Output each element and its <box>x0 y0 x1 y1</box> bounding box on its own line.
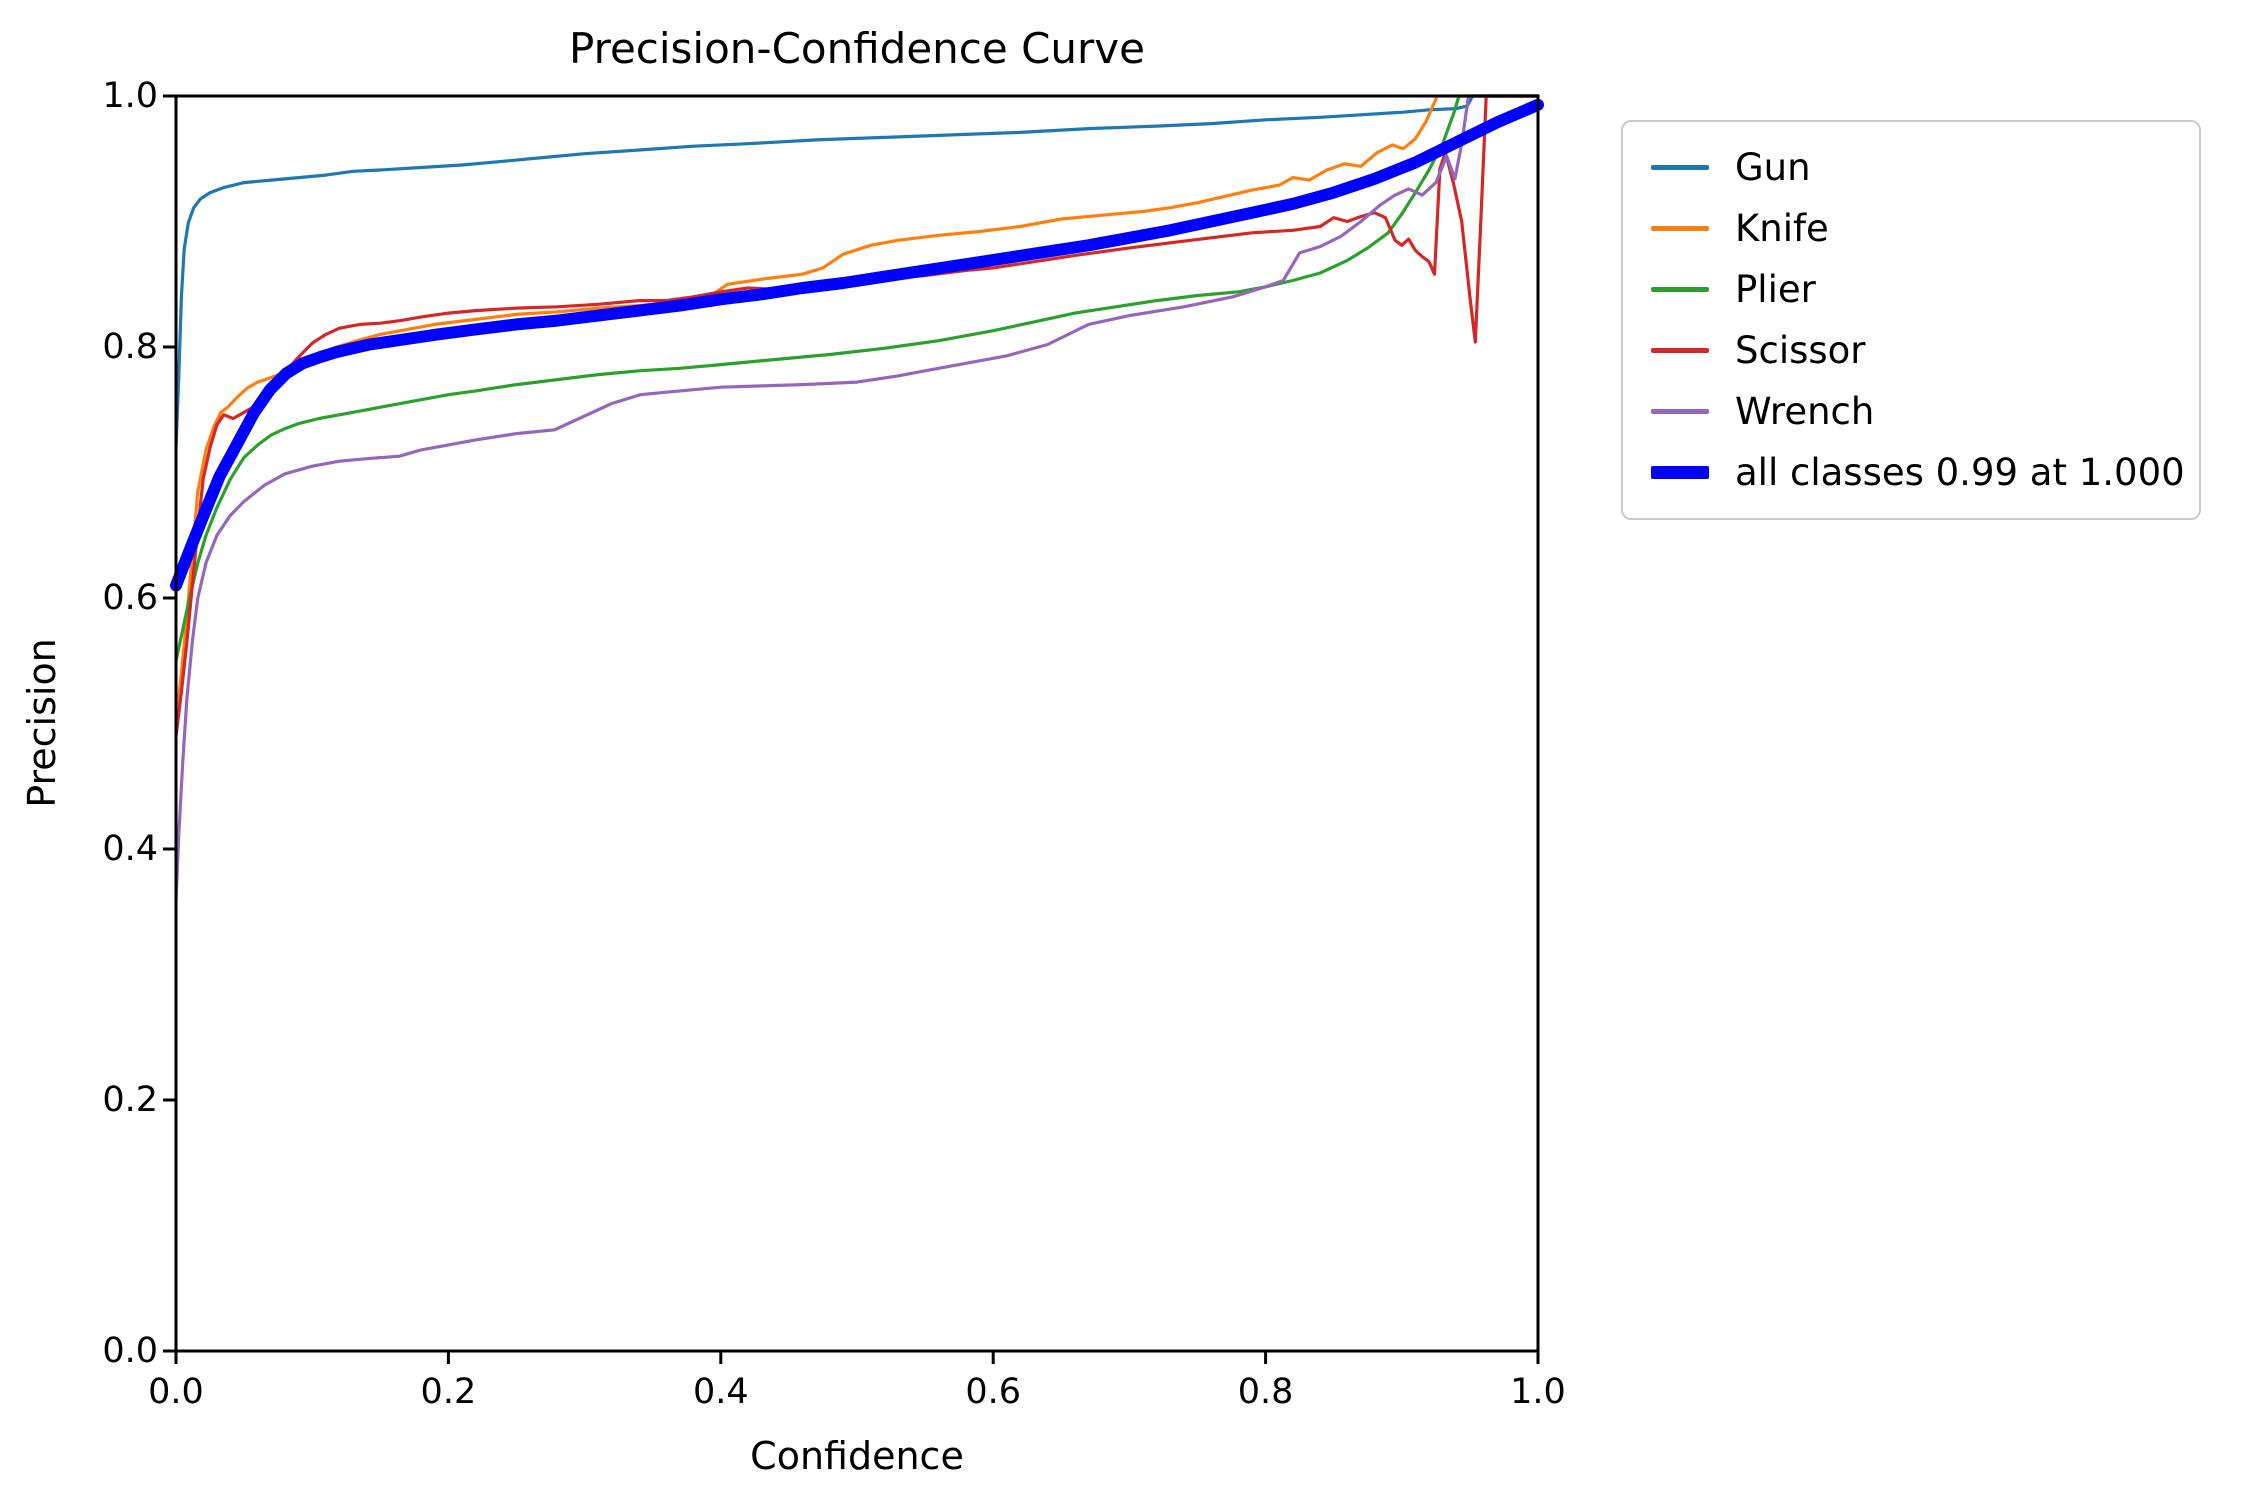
legend-line-swatch <box>1651 409 1709 414</box>
y-tick-label: 0.4 <box>102 829 158 869</box>
x-tick-label: 0.4 <box>692 1372 749 1412</box>
y-tick-label: 1.0 <box>102 76 158 116</box>
legend-item-knife: Knife <box>1637 207 2185 250</box>
axes-spines <box>174 94 1540 1353</box>
curve-knife <box>174 94 1540 726</box>
x-tick-label: 0.8 <box>1237 1372 1294 1412</box>
y-axis-label: Precision <box>20 638 64 808</box>
legend-label: Plier <box>1735 268 1816 311</box>
curve-wrench <box>174 94 1540 901</box>
x-tick-label: 0.2 <box>420 1372 477 1412</box>
legend-label: Scissor <box>1735 329 1866 372</box>
curve-gun <box>174 94 1540 449</box>
legend-item-wrench: Wrench <box>1637 390 2185 433</box>
y-tick-label: 0.6 <box>102 578 158 618</box>
x-tick-label: 1.0 <box>1510 1372 1566 1412</box>
y-tick-label: 0.2 <box>102 1080 158 1120</box>
legend-line-swatch <box>1651 287 1709 292</box>
chart-title: Precision-Confidence Curve <box>569 24 1145 73</box>
y-tick-label: 0.8 <box>102 327 158 367</box>
legend-label: all classes 0.99 at 1.000 <box>1735 451 2185 494</box>
legend-line-swatch <box>1651 348 1709 353</box>
legend-item-plier: Plier <box>1637 268 2185 311</box>
x-tick-label: 0.0 <box>148 1372 204 1412</box>
legend-line-swatch <box>1651 165 1709 170</box>
legend-item-scissor: Scissor <box>1637 329 2185 372</box>
y-tick-label: 0.0 <box>102 1331 158 1371</box>
legend-label: Wrench <box>1735 390 1875 433</box>
legend-label: Knife <box>1735 207 1829 250</box>
legend: Gun Knife Plier Scissor Wrench all classes 0.… <box>1621 120 2201 520</box>
curve-all <box>170 98 1544 592</box>
legend-item-all: all classes 0.99 at 1.000 <box>1637 451 2185 494</box>
legend-item-gun: Gun <box>1637 146 2185 189</box>
x-tick-label: 0.6 <box>965 1372 1022 1412</box>
x-axis-label: Confidence <box>750 1434 964 1478</box>
legend-label: Gun <box>1735 146 1811 189</box>
legend-line-swatch <box>1651 226 1709 231</box>
curve-plier <box>174 94 1540 663</box>
legend-line-swatch <box>1651 466 1709 479</box>
